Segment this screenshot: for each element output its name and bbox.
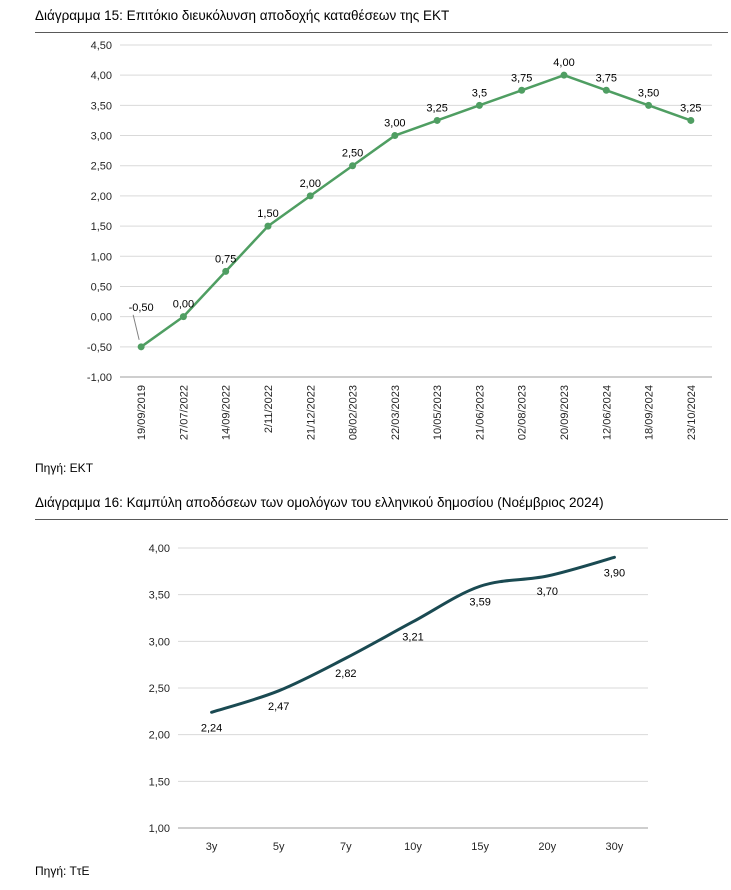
x-axis-labels: 19/09/2019 27/07/2022 14/09/2022 2/11/2022 2… — [136, 385, 698, 440]
svg-text:2,82: 2,82 — [335, 668, 356, 680]
svg-text:0,00: 0,00 — [91, 312, 112, 324]
svg-text:3,70: 3,70 — [537, 586, 558, 598]
svg-text:5y: 5y — [273, 841, 285, 853]
svg-text:10y: 10y — [404, 841, 422, 853]
svg-text:2,50: 2,50 — [149, 683, 170, 695]
y-axis-labels: 4,00 3,50 3,00 2,50 2,00 1,50 1,00 — [149, 543, 170, 835]
svg-text:0,75: 0,75 — [215, 253, 236, 265]
svg-text:2,00: 2,00 — [149, 730, 170, 742]
svg-text:2,47: 2,47 — [268, 701, 289, 713]
svg-text:18/09/2024: 18/09/2024 — [644, 385, 656, 440]
svg-text:20y: 20y — [538, 841, 556, 853]
svg-text:3,25: 3,25 — [680, 102, 701, 114]
svg-text:7y: 7y — [340, 841, 352, 853]
svg-text:3,50: 3,50 — [91, 100, 112, 112]
svg-text:4,00: 4,00 — [91, 70, 112, 82]
data-labels: 2,24 2,47 2,82 3,21 3,59 3,70 3,90 — [201, 567, 625, 734]
svg-text:30y: 30y — [606, 841, 624, 853]
chart-16-canvas: 4,00 3,50 3,00 2,50 2,00 1,50 1,00 3y 5y 7y 10y 15y… — [149, 543, 648, 853]
svg-text:2,50: 2,50 — [342, 148, 363, 160]
svg-text:-0,50: -0,50 — [87, 342, 112, 354]
svg-text:1,50: 1,50 — [91, 221, 112, 233]
svg-text:3,00: 3,00 — [91, 131, 112, 143]
svg-text:27/07/2022: 27/07/2022 — [178, 385, 190, 440]
chart-16-source: Πηγή: ΤτΕ — [35, 864, 90, 878]
chart-16-title: Διάγραμμα 16: Καμπύλη αποδόσεων των ομολ… — [35, 491, 728, 520]
svg-text:3,50: 3,50 — [149, 590, 170, 602]
svg-text:-1,00: -1,00 — [87, 372, 112, 384]
gridlines — [120, 44, 712, 378]
svg-text:3,75: 3,75 — [511, 72, 532, 84]
svg-text:-0,50: -0,50 — [129, 302, 154, 314]
svg-text:3,50: 3,50 — [638, 87, 659, 99]
svg-text:1,50: 1,50 — [149, 776, 170, 788]
svg-text:15y: 15y — [471, 841, 489, 853]
svg-text:4,50: 4,50 — [91, 40, 112, 52]
svg-text:08/02/2023: 08/02/2023 — [348, 385, 360, 440]
svg-text:19/09/2019: 19/09/2019 — [136, 385, 148, 440]
chart-15-source: Πηγή: ΕΚΤ — [35, 461, 94, 475]
svg-text:3,59: 3,59 — [469, 596, 490, 608]
svg-text:14/09/2022: 14/09/2022 — [221, 385, 233, 440]
svg-text:3,25: 3,25 — [426, 102, 447, 114]
data-labels: -0,50 0,00 0,75 1,50 2,00 2,50 3,00 3,25 3,5 3,75… — [129, 57, 702, 340]
svg-text:3,5: 3,5 — [472, 87, 487, 99]
svg-text:2,24: 2,24 — [201, 722, 222, 734]
svg-text:3,90: 3,90 — [604, 567, 625, 579]
x-axis-labels: 3y 5y 7y 10y 15y 20y 30y — [206, 841, 624, 853]
svg-text:3,21: 3,21 — [402, 632, 423, 644]
svg-text:3,75: 3,75 — [596, 72, 617, 84]
series-line — [210, 555, 616, 714]
svg-text:2/11/2022: 2/11/2022 — [263, 385, 275, 433]
svg-text:3,00: 3,00 — [149, 636, 170, 648]
svg-text:12/06/2024: 12/06/2024 — [601, 385, 613, 440]
chart-15-title: Διάγραμμα 15: Επιτόκιο διευκόλυνση αποδο… — [35, 4, 728, 33]
svg-text:0,50: 0,50 — [91, 281, 112, 293]
svg-text:21/06/2023: 21/06/2023 — [474, 385, 486, 440]
svg-text:2,50: 2,50 — [91, 161, 112, 173]
gridlines — [178, 547, 648, 829]
svg-text:4,00: 4,00 — [149, 543, 170, 555]
data-markers — [137, 71, 695, 351]
svg-text:1,00: 1,00 — [91, 251, 112, 263]
svg-text:23/10/2024: 23/10/2024 — [686, 385, 698, 440]
svg-text:20/09/2023: 20/09/2023 — [559, 385, 571, 440]
y-axis-labels: 4,50 4,00 3,50 3,00 2,50 2,00 1,50 1,00 0,50 0,00… — [87, 40, 112, 384]
svg-text:4,00: 4,00 — [553, 57, 574, 69]
chart-15-canvas: 4,50 4,00 3,50 3,00 2,50 2,00 1,50 1,00 0,50 0,00… — [87, 40, 712, 440]
svg-text:2,00: 2,00 — [91, 191, 112, 203]
svg-text:10/05/2023: 10/05/2023 — [432, 385, 444, 440]
chart-16-block: Διάγραμμα 16: Καμπύλη αποδόσεων των ομολ… — [0, 491, 731, 878]
svg-text:3,00: 3,00 — [384, 118, 405, 130]
svg-text:21/12/2022: 21/12/2022 — [305, 385, 317, 440]
series-line — [140, 73, 692, 348]
svg-text:0,00: 0,00 — [173, 299, 194, 311]
svg-text:02/08/2023: 02/08/2023 — [517, 385, 529, 440]
svg-text:3y: 3y — [206, 841, 218, 853]
svg-text:1,00: 1,00 — [149, 823, 170, 835]
svg-text:1,50: 1,50 — [257, 208, 278, 220]
svg-text:22/03/2023: 22/03/2023 — [390, 385, 402, 440]
svg-text:2,00: 2,00 — [300, 178, 321, 190]
chart-15-block: Διάγραμμα 15: Επιτόκιο διευκόλυνση αποδο… — [0, 4, 731, 475]
